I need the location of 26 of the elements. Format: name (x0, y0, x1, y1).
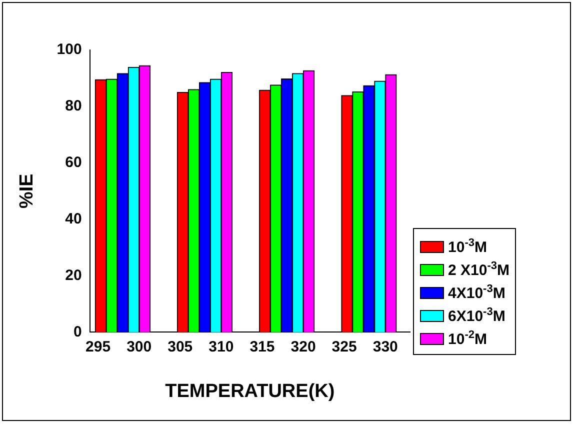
y-tick-label: 20 (65, 266, 82, 284)
y-tick-label: 40 (65, 210, 82, 228)
y-tick-label: 80 (65, 98, 82, 115)
x-tick-label: 320 (290, 338, 316, 356)
x-tick-label: 310 (208, 338, 234, 356)
x-axis-title: TEMPERATURE(K) (165, 380, 335, 402)
legend-label: 2 X10$^{-3}$M (448, 260, 510, 279)
y-tick-label: 100 (56, 41, 82, 58)
x-tick-label: 330 (372, 338, 398, 356)
y-tick-label: 0 (73, 323, 82, 340)
legend-entry: 10$^{-2}$M (420, 327, 510, 350)
x-tick-label: 325 (332, 338, 357, 356)
legend-label: 4X10$^{-3}$M (448, 283, 506, 302)
legend-label: 10$^{-3}$M (448, 237, 487, 256)
x-tick-label: 315 (250, 338, 275, 356)
legend-label: 6X10$^{-3}$M (448, 306, 506, 325)
legend-entry: 10$^{-3}$M (420, 235, 510, 258)
x-tick-label: 295 (86, 338, 111, 356)
legend-entry: 2 X10$^{-3}$M (420, 258, 510, 281)
legend-label: 10$^{-2}$M (448, 329, 487, 348)
y-tick-label: 60 (65, 154, 82, 172)
x-tick-label: 300 (126, 338, 152, 356)
y-axis-title: %IE (16, 174, 38, 209)
legend-entry: 4X10$^{-3}$M (420, 281, 510, 304)
x-tick-label: 305 (168, 338, 193, 356)
legend-entry: 6X10$^{-3}$M (420, 304, 510, 327)
